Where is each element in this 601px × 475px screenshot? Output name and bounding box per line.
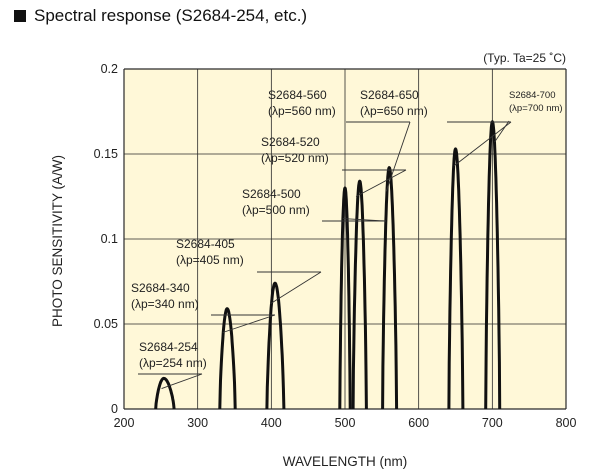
- series-label-peak: (λp=254 nm): [139, 356, 207, 370]
- y-tick-label: 0: [111, 402, 118, 416]
- leader-line: [453, 121, 512, 167]
- y-tick-label: 0.15: [94, 147, 118, 161]
- series-label-peak: (λp=650 nm): [360, 104, 428, 118]
- leader-line: [342, 218, 387, 222]
- series-label-name: S2684-254: [139, 340, 198, 354]
- y-tick-label: 0.1: [101, 232, 118, 246]
- curve-s2684-500: [338, 186, 352, 410]
- series-label-name: S2684-520: [261, 135, 320, 149]
- series-labels: S2684-254 (λp=254 nm) S2684-340 (λp=340 nm)…: [131, 88, 563, 370]
- x-axis-title: WAVELENGTH (nm): [283, 454, 408, 469]
- curve-s2684-520: [351, 179, 368, 410]
- curve-s2684-340: [218, 307, 237, 410]
- curves: [154, 120, 502, 410]
- series-label-peak: (λp=700 nm): [509, 103, 563, 114]
- series-label-name: S2684-560: [268, 88, 327, 102]
- series-label-name: S2684-650: [360, 88, 419, 102]
- grid-lines: [123, 68, 567, 410]
- x-tick-label: 700: [482, 416, 503, 430]
- leader-line: [222, 314, 276, 333]
- y-axis-title: PHOTO SENSITIVITY (A/W): [50, 155, 65, 327]
- leader-line: [161, 373, 203, 390]
- x-tick-label: 200: [114, 416, 135, 430]
- series-label-peak: (λp=500 nm): [242, 203, 310, 217]
- chart-title-row: Spectral response (S2684-254, etc.): [14, 6, 307, 26]
- curve-s2684-405: [265, 281, 286, 410]
- curve-s2684-650: [447, 147, 465, 410]
- series-label-peak: (λp=520 nm): [261, 151, 329, 165]
- leader-line: [385, 121, 411, 192]
- leader-lines: [138, 120, 512, 390]
- series-label-peak: (λp=560 nm): [268, 104, 336, 118]
- curve-s2684-560: [381, 166, 399, 410]
- series-label-name: S2684-340: [131, 281, 190, 295]
- series-label-name: S2684-405: [176, 237, 235, 251]
- series-label-name: S2684-700: [509, 90, 555, 101]
- y-tick-label: 0.05: [94, 317, 118, 331]
- x-tick-label: 300: [187, 416, 208, 430]
- leader-line: [494, 120, 510, 143]
- conditions-note: (Typ. Ta=25 ˚C): [483, 51, 566, 65]
- leader-line: [355, 169, 407, 197]
- series-label-peak: (λp=340 nm): [131, 297, 199, 311]
- tick-labels: 200 300 400 500 600 700 800 0 0.05 0.1 0.15 0.2: [94, 62, 577, 430]
- y-tick-label: 0.2: [101, 62, 118, 76]
- curve-s2684-254: [154, 376, 176, 410]
- chart-title: Spectral response (S2684-254, etc.): [34, 6, 308, 25]
- x-tick-label: 600: [408, 416, 429, 430]
- series-label-name: S2684-500: [242, 187, 301, 201]
- x-tick-label: 800: [556, 416, 577, 430]
- title-square-bullet-icon: [14, 10, 26, 22]
- x-tick-label: 400: [261, 416, 282, 430]
- series-label-peak: (λp=405 nm): [176, 253, 244, 267]
- leader-line: [270, 271, 322, 304]
- x-tick-label: 500: [335, 416, 356, 430]
